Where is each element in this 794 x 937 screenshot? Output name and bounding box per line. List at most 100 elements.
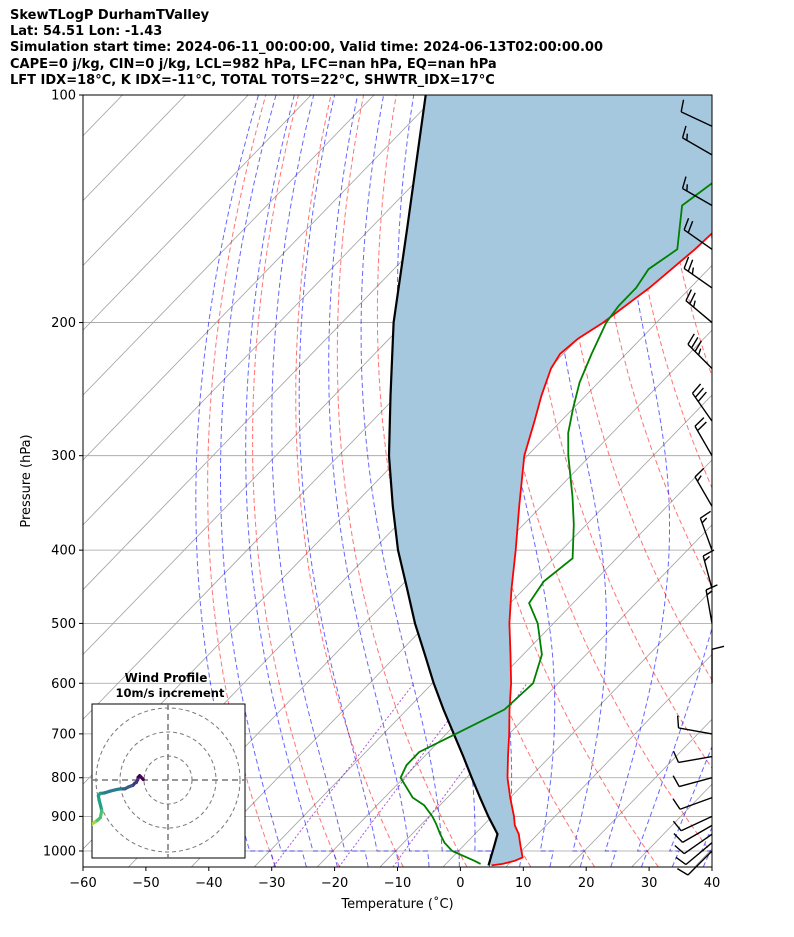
moist-adiabat-line [604,95,670,867]
wind-barb [699,510,713,551]
wind-barb-feather [683,256,690,269]
moist-adiabat-line [669,745,712,867]
hodograph-subtitle: 10m/s increment [116,686,225,700]
dry-adiabat-line [489,95,712,855]
wind-barb-shaft [694,425,713,457]
wind-barb-feather [694,340,702,352]
wind-barb-feather [681,176,687,189]
wind-barb [711,645,725,684]
wind-barb-shaft [694,476,713,507]
wind-barb-shaft [679,796,713,810]
x-tick-label: 10 [515,876,532,891]
wind-barb-feather [699,510,712,519]
moist-adiabat-line [733,95,794,867]
wind-barb-feather [675,856,687,866]
axes-layer: −60 −50 −40 −30 −20 −10 0 10 20 30 40 100 200 300 400 5… [43,89,720,892]
x-tick-label: 20 [578,876,595,891]
isotherm-line [83,95,501,526]
dewpoint-profile-line [399,182,712,865]
wind-barb-shaft [683,267,713,289]
wind-barb-shaft [702,555,713,589]
dry-adiabat-line [207,95,277,867]
hodograph-inset: Wind Profile 10m/s increment [85,671,246,859]
isotherm-line [83,95,249,266]
x-tick-label: −40 [195,876,222,891]
wind-barb-feather [673,833,684,843]
cape-shaded-area [389,95,712,866]
isotherm-line [83,95,375,396]
wind-barb-shaft [682,824,713,843]
x-tick-label: −50 [132,876,159,891]
moist-adiabat-line [360,95,460,867]
dry-adiabat-line [722,95,794,867]
wind-barb [687,333,713,369]
wind-barb-feather [687,259,694,272]
mixing-ratio-line [392,683,528,867]
y-tick-label: 300 [51,449,76,464]
wind-barb [680,99,713,127]
wind-barb-shaft [682,137,713,156]
mixing-ratio-line [338,682,477,867]
wind-barb [675,842,713,866]
moist-adiabat-line [298,95,400,867]
indices-line-1: CAPE=0 j/kg, CIN=0 j/kg, LCL=982 hPa, LF… [10,56,497,72]
wind-barb-shaft [685,842,713,866]
profile-lines-layer [387,95,712,867]
dry-adiabat-line [524,95,712,770]
moist-adiabat-line [328,95,430,867]
wind-barb-shaft [678,727,713,735]
isotherm-line [568,718,712,867]
dry-adiabat-line [252,95,340,867]
hodograph-segment [85,828,87,829]
hodograph-segment [89,826,90,828]
moist-adiabat-line [545,95,607,867]
dry-adiabat-line [295,95,404,867]
wind-barb-feather [691,267,695,275]
y-tick-label: 700 [51,727,76,742]
dry-adiabat-line [453,95,659,867]
y-axis-label: Pressure (hPa) [19,434,34,527]
wind-barb [676,715,713,735]
wind-barb-feather [676,715,680,729]
wind-barb [681,176,713,207]
x-tick-label: −10 [384,876,411,891]
hodograph-title: Wind Profile [125,671,208,685]
y-tick-label: 200 [51,316,76,331]
wind-barb-feather [680,99,685,113]
dry-adiabat-line [623,95,712,489]
wind-barb-feather [683,218,690,231]
moist-adiabat-line [636,95,712,867]
moist-adiabat-line [271,95,369,867]
wind-barb-feather [701,517,708,524]
chart-title: SkewTLogP DurhamTValley [10,8,210,23]
wind-barb [672,815,713,832]
isotherm-line [505,653,712,867]
y-tick-label: 1000 [43,844,76,859]
x-tick-label: 0 [456,876,464,891]
wind-barb [681,125,713,156]
wind-barb-feather [672,798,681,810]
x-tick-label: −20 [321,876,348,891]
wind-barb [683,256,713,289]
wind-barb-shaft [685,300,713,324]
y-tick-label: 100 [51,89,76,104]
wind-barb-feather [694,467,705,478]
dry-adiabat-line [336,95,468,867]
wind-barb [683,218,713,250]
wind-barb-feather [689,292,696,305]
chart-header: SkewTLogP DurhamTValley Lat: 54.51 Lon: … [10,8,603,89]
wind-barb-feather [672,750,680,763]
wind-barb-feather [687,333,695,345]
wind-barb-feather [694,417,705,427]
time-label: Simulation start time: 2024-06-11_00:00:… [10,40,603,56]
wind-barb-feather [706,590,713,596]
wind-barb-shaft [699,517,713,551]
dry-adiabat-line [787,95,794,867]
wind-barb-feather [676,868,689,876]
y-tick-label: 800 [51,771,76,786]
location-label: Lat: 54.51 Lon: -1.43 [10,24,163,40]
wind-barb-shaft [683,833,713,855]
wind-barb-feather [691,383,702,394]
isotherm-line [757,95,794,867]
wind-barb-shaft [683,229,713,250]
